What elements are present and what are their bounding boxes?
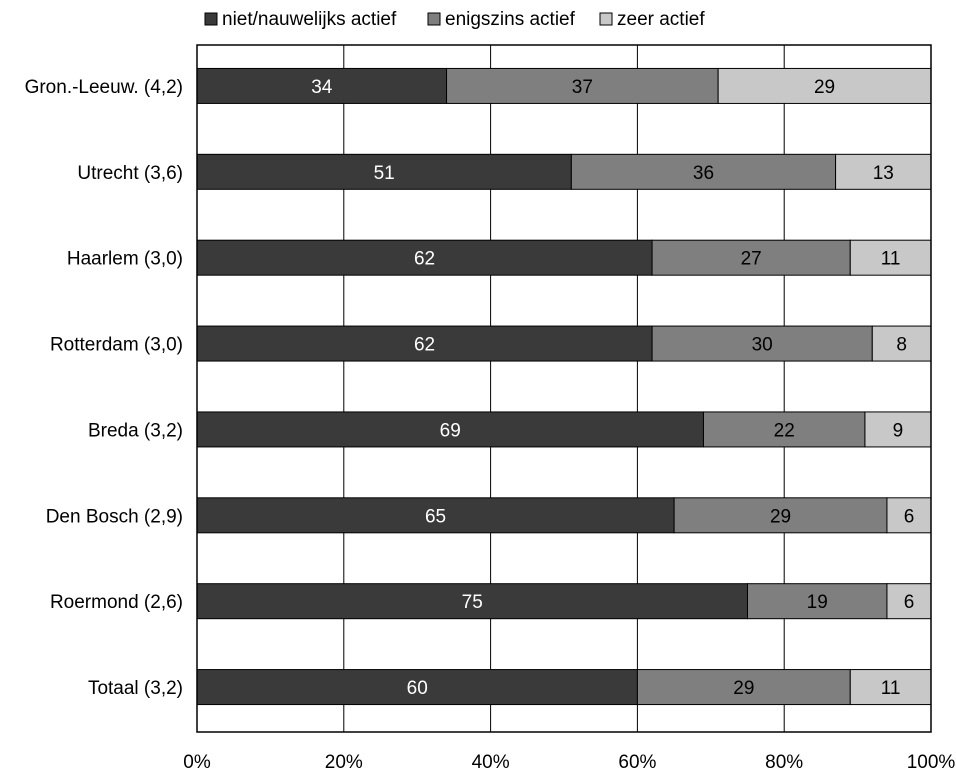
category-label: Breda (3,2) <box>88 420 183 441</box>
legend: niet/nauwelijks actief enigszins actief ze… <box>204 9 705 30</box>
bar-segment <box>196 411 704 448</box>
data-label: 13 <box>873 163 894 184</box>
x-tick-label: 100% <box>907 752 956 773</box>
x-tick-label: 80% <box>765 752 803 773</box>
legend-swatch <box>599 12 613 26</box>
data-label: 19 <box>807 592 828 613</box>
category-label: Utrecht (3,6) <box>77 163 183 184</box>
data-label: 22 <box>774 420 795 441</box>
data-label: 34 <box>311 77 333 98</box>
category-labels: Gron.-Leeuw. (4,2) Utrecht (3,6) Haarlem (… <box>25 77 183 699</box>
bar-segment <box>196 583 748 620</box>
bar-segment <box>702 411 866 448</box>
bars: 34 37 29 51 36 13 62 27 11 62 30 8 69 22 9 65 29 6 75 19 6 60… <box>196 67 932 706</box>
plot-frame <box>196 44 932 733</box>
gridlines <box>343 45 785 732</box>
bar-segment <box>886 583 932 620</box>
data-label: 36 <box>693 163 714 184</box>
category-label: Haarlem (3,0) <box>67 249 183 270</box>
bar-segment <box>570 153 837 190</box>
data-label: 29 <box>814 77 835 98</box>
legend-label: niet/nauwelijks actief <box>222 9 397 30</box>
bar-segment <box>747 583 888 620</box>
bar-segment <box>886 497 932 534</box>
data-label: 69 <box>440 420 461 441</box>
x-tick-label: 20% <box>325 752 363 773</box>
bar-segment <box>196 67 448 104</box>
bar-segment <box>871 325 932 362</box>
x-tick-labels: 0% 20% 40% 60% 80% 100% <box>183 752 955 773</box>
data-label: 29 <box>733 678 754 699</box>
bar-segment <box>196 325 653 362</box>
x-tick-label: 40% <box>472 752 510 773</box>
bar-segment <box>446 67 719 104</box>
data-label: 6 <box>904 592 915 613</box>
category-label: Totaal (3,2) <box>88 678 183 699</box>
x-tick-label: 60% <box>618 752 656 773</box>
data-label: 27 <box>741 249 762 270</box>
bar-segment <box>849 239 932 276</box>
data-label: 65 <box>425 506 446 527</box>
legend-swatch <box>204 12 218 26</box>
data-label: 37 <box>572 77 593 98</box>
bar-segment <box>651 325 873 362</box>
data-label: 9 <box>893 420 904 441</box>
legend-swatch <box>427 12 441 26</box>
data-label: 11 <box>881 678 901 699</box>
data-label: 51 <box>374 163 395 184</box>
bar-segment <box>835 153 932 190</box>
category-label: Gron.-Leeuw. (4,2) <box>25 77 183 98</box>
legend-label: zeer actief <box>617 9 705 30</box>
data-label: 62 <box>414 249 435 270</box>
bar-segment <box>196 669 638 706</box>
data-label: 62 <box>414 335 435 356</box>
category-label: Den Bosch (2,9) <box>46 506 183 527</box>
data-label: 11 <box>881 249 901 270</box>
data-label: 6 <box>904 506 915 527</box>
data-label: 30 <box>752 335 773 356</box>
data-label: 75 <box>462 592 483 613</box>
data-label: 29 <box>770 506 791 527</box>
category-label: Roermond (2,6) <box>50 592 183 613</box>
bar-segment <box>849 669 932 706</box>
data-label: 60 <box>407 678 428 699</box>
x-tick-label: 0% <box>183 752 211 773</box>
legend-label: enigszins actief <box>445 9 576 30</box>
category-label: Rotterdam (3,0) <box>50 335 183 356</box>
bar-segment <box>717 67 932 104</box>
data-label: 8 <box>896 335 907 356</box>
